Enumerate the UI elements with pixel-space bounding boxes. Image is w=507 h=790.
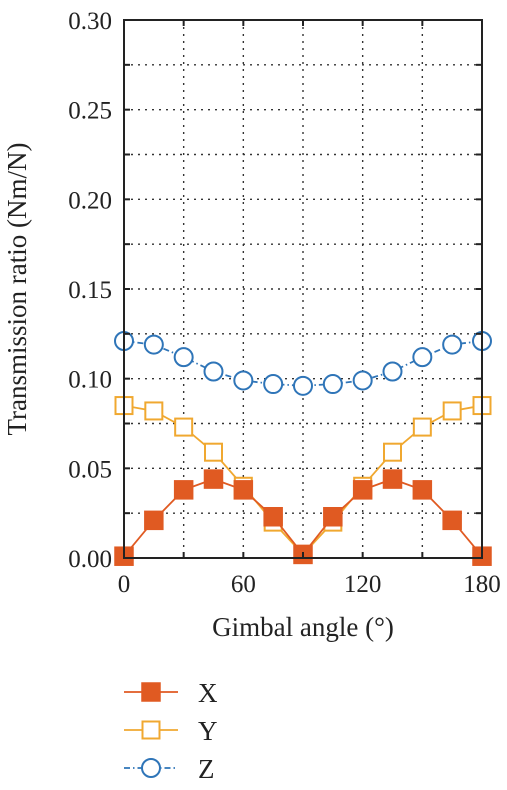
data-point-z [263,374,284,395]
legend-marker [141,758,161,778]
legend-label: Z [198,754,215,784]
legend-marker [141,720,161,740]
y-tick-label: 0.25 [68,98,112,125]
data-point-z [293,375,313,396]
legend: XYZ [124,678,218,784]
y-tick-label: 0.00 [68,546,112,573]
x-tick-label: 120 [344,571,382,598]
data-point-x [173,480,194,500]
data-point-y [442,401,462,421]
data-point-y [174,417,194,437]
series-x [114,469,492,566]
data-point-x [352,480,373,500]
y-tick-label: 0.20 [68,187,112,214]
data-point-z [203,361,224,382]
legend-marker [141,682,161,702]
y-tick-label: 0.15 [68,277,112,304]
legend-item-z: Z [124,754,215,784]
legend-label: X [198,678,218,708]
data-point-z [233,370,254,391]
x-tick-label: 60 [231,571,256,598]
data-point-x [442,510,462,531]
ticks: 0 60 120 180 0.00 0.05 0.10 0.15 0.20 0.25 0.30 [68,8,501,598]
data-point-x [233,480,254,500]
data-point-z [382,361,403,382]
data-point-y [144,401,164,421]
data-point-y [383,442,402,462]
data-point-x [203,469,224,489]
data-point-x [263,507,283,527]
legend-item-y: Y [124,716,218,746]
data-point-z [322,374,343,395]
y-axis-title: Transmission ratio (Nm/N) [2,142,32,435]
x-tick-label: 0 [118,571,131,598]
plot-frame [123,19,483,559]
data-point-x [412,480,433,500]
data-point-z [412,347,433,368]
data-point-x [144,510,164,531]
data-point-z [173,347,194,368]
data-point-y [412,417,432,437]
x-axis-title: Gimbal angle (°) [212,612,394,642]
series-z [114,331,492,396]
data-point-z [442,334,463,355]
data-point-z [352,370,373,391]
y-tick-label: 0.10 [68,367,112,394]
data-point-y [204,442,223,462]
x-tick-label: 180 [463,571,501,598]
data-point-z [143,334,164,355]
y-tick-label: 0.05 [68,456,112,483]
y-tick-label: 0.30 [68,8,112,35]
data-point-x [382,469,403,489]
legend-label: Y [198,716,218,746]
grid [124,20,482,558]
data-point-x [323,507,343,527]
legend-item-x: X [124,678,218,708]
